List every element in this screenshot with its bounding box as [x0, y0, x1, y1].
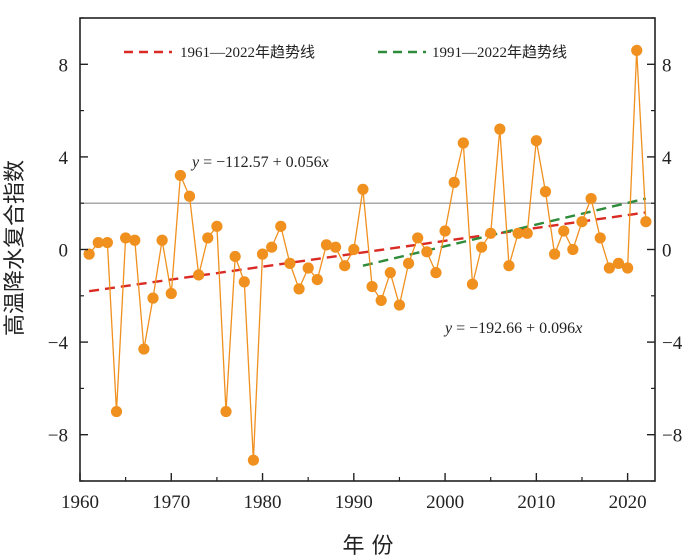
tick-labels: 1960 1970 1980 1990 2000 2010 2020 8 8 4 4 0 0 −4 −4 −8…	[48, 17, 683, 513]
data-point	[603, 262, 615, 274]
trend-equation-1991: y = −192.66 + 0.096x	[443, 320, 582, 337]
data-point	[576, 216, 588, 228]
y-tick-label-left: 4	[59, 148, 69, 169]
data-point	[549, 248, 561, 260]
data-point	[256, 248, 269, 260]
y-tick-label-left: 8	[59, 55, 69, 76]
data-point	[393, 299, 406, 311]
x-tick-label: 1960	[61, 492, 99, 513]
data-point	[558, 225, 570, 237]
data-point	[129, 234, 141, 246]
data-point	[567, 243, 579, 256]
data-series	[83, 44, 652, 466]
data-point	[238, 276, 250, 288]
data-point	[348, 243, 360, 256]
data-point	[165, 287, 177, 300]
data-point	[110, 405, 123, 418]
data-point	[211, 220, 223, 232]
data-point	[585, 192, 597, 205]
data-point	[640, 216, 652, 228]
legend-label-1961-trend: 1961—2022年趋势线	[180, 44, 315, 61]
data-point	[612, 257, 625, 269]
y-tick-label-right: 4	[662, 148, 672, 169]
series-line	[88, 50, 647, 461]
y-tick-label-left: −8	[48, 426, 68, 447]
data-point	[503, 260, 515, 272]
data-point	[275, 220, 287, 232]
data-point	[594, 232, 606, 244]
data-point	[293, 283, 305, 295]
data-point	[466, 278, 479, 290]
data-point	[631, 44, 643, 57]
data-point	[266, 241, 278, 253]
data-point	[421, 246, 433, 258]
y-tick-label-left: 0	[59, 241, 69, 262]
legend-label-1991-trend: 1991—2022年趋势线	[432, 44, 567, 61]
x-tick-label: 1990	[335, 492, 373, 513]
data-point	[329, 241, 342, 253]
data-point	[357, 183, 369, 195]
data-point	[512, 227, 524, 239]
x-tick-label: 1970	[152, 492, 190, 513]
y-tick-label-right: −8	[662, 426, 682, 447]
data-point	[302, 262, 314, 274]
data-point	[339, 260, 351, 272]
x-axis-title: 年 份	[343, 534, 394, 559]
trend-lines	[88, 197, 647, 293]
data-point	[83, 248, 95, 260]
data-point	[521, 227, 533, 239]
trend-line-1	[362, 197, 647, 267]
data-point	[101, 236, 113, 249]
data-point	[138, 343, 150, 355]
y-tick-label-right: −4	[662, 333, 683, 354]
data-point	[412, 232, 424, 244]
data-point	[384, 267, 396, 279]
data-point	[183, 190, 196, 202]
data-point	[229, 250, 241, 263]
data-point	[448, 176, 460, 188]
data-point	[475, 241, 488, 253]
data-point	[430, 267, 442, 279]
y-tick-label-left: −4	[48, 333, 69, 354]
data-point	[366, 280, 378, 293]
data-point	[202, 232, 214, 244]
x-tick-label: 2010	[517, 492, 555, 513]
data-point	[539, 186, 552, 198]
y-tick-label-right: 0	[662, 241, 672, 262]
data-point	[530, 135, 542, 147]
trend-equation-1961: y = −112.57 + 0.056x	[190, 154, 329, 171]
data-point	[284, 257, 296, 269]
legend: 1961—2022年趋势线 1991—2022年趋势线	[124, 44, 567, 61]
data-point	[402, 257, 415, 269]
data-point	[156, 234, 168, 246]
data-point	[485, 227, 497, 239]
data-point	[220, 405, 232, 418]
data-point	[494, 123, 506, 135]
y-tick-label-right: 8	[662, 55, 672, 76]
data-point	[247, 454, 260, 466]
data-point	[147, 292, 159, 304]
data-point	[320, 239, 333, 251]
trend-line-0	[88, 211, 647, 293]
x-tick-label: 1980	[244, 492, 282, 513]
data-point	[375, 294, 387, 307]
data-point	[193, 269, 205, 281]
data-point	[120, 232, 132, 244]
data-point	[311, 273, 323, 286]
x-tick-label: 2000	[426, 492, 464, 513]
y-axis-title: 高温降水复合指数	[3, 160, 28, 336]
data-point	[174, 169, 186, 182]
data-point	[622, 262, 634, 274]
data-point	[92, 236, 104, 249]
x-tick-label: 2020	[609, 492, 647, 513]
data-point	[457, 137, 469, 149]
data-point	[439, 225, 451, 237]
